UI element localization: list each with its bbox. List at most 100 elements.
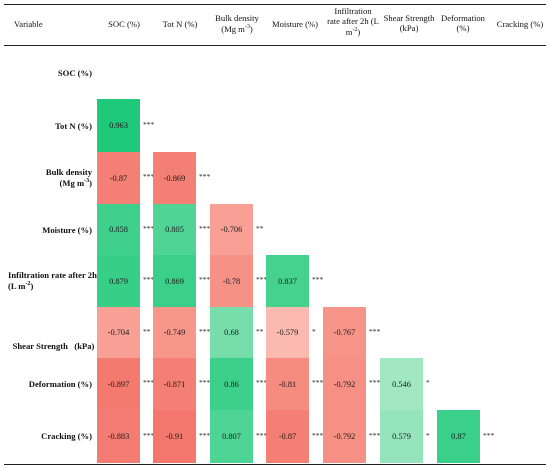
col-header-label: Cracking (%): [496, 19, 544, 29]
row-label-text: Moisture (%): [42, 225, 92, 235]
heatmap-cell-value: -0.792: [333, 379, 356, 389]
row-label-text: Shear Strength (kPa): [12, 340, 95, 351]
col-header-shear-strength: Shear Strength (kPa): [378, 13, 440, 34]
significance-stars: ***: [143, 430, 155, 440]
heatmap-cell: -0.871: [153, 358, 196, 410]
row-label-text: Bulk density: [45, 167, 92, 177]
col-header-soc: SOC (%): [98, 19, 150, 30]
heatmap-cell: -0.704: [97, 307, 140, 358]
col-header-label: Moisture (%): [271, 19, 319, 29]
row-label-deformation: Deformation (%): [10, 379, 92, 390]
table-top-rule: [4, 4, 546, 5]
significance-stars: *: [426, 430, 430, 440]
row-label-soc: SOC (%): [10, 68, 92, 79]
heatmap-cell-value: 0.805: [165, 225, 184, 234]
significance-stars: ***: [256, 378, 268, 387]
heatmap-cell-value: 0.963: [109, 121, 128, 130]
col-header-label-line2: (Mg m: [221, 23, 245, 34]
heatmap-cell: 0.805: [153, 204, 196, 255]
col-header-label: Bulk density: [215, 13, 259, 23]
col-header-deformation: Deformation (%): [434, 13, 492, 34]
heatmap-cell-value: -0.897: [107, 379, 130, 389]
significance-stars: ***: [199, 378, 211, 387]
heatmap-cell: -0.792: [323, 358, 366, 410]
heatmap-cell-value: -0.579: [276, 328, 299, 337]
heatmap-cell-value: -0.706: [220, 225, 243, 234]
heatmap-cell: 0.963: [97, 99, 140, 152]
significance-stars: ***: [199, 275, 211, 284]
significance-stars: ***: [312, 275, 324, 284]
heatmap-cell-value: 0.837: [278, 276, 297, 286]
significance-stars: **: [256, 223, 264, 233]
row-label-text-line2: (L m: [8, 280, 26, 291]
col-header-moisture: Moisture (%): [266, 19, 324, 30]
heatmap-cell-value: 0.546: [392, 379, 411, 389]
heatmap-cell-value: 0.869: [165, 276, 184, 286]
heatmap-cell-value: -0.81: [278, 379, 297, 389]
col-header-label: Tot N (%): [162, 19, 198, 29]
heatmap-cell: 0.879: [97, 255, 140, 307]
heatmap-cell-value: 0.86: [224, 379, 239, 389]
significance-stars: **: [143, 326, 151, 336]
heatmap-cell: -0.706: [210, 204, 253, 255]
significance-stars: ***: [312, 430, 324, 440]
heatmap-cell: -0.792: [323, 410, 366, 463]
row-label-infiltration: Infiltration rate after 2h (L m-2): [8, 270, 100, 291]
corner-label: Variable: [14, 19, 43, 29]
heatmap-cell: -0.78: [210, 255, 253, 307]
significance-stars: ***: [369, 326, 381, 336]
row-label-shear-strength: Shear Strength (kPa): [4, 330, 95, 362]
heatmap-cell: -0.767: [323, 307, 366, 358]
heatmap-cell: -0.81: [266, 358, 309, 410]
table-bottom-rule: [4, 464, 546, 465]
col-header-cracking: Cracking (%): [492, 19, 548, 30]
heatmap-cell-value: 0.879: [109, 276, 128, 286]
col-header-superscript: -3: [244, 23, 250, 30]
heatmap-cell: 0.869: [153, 255, 196, 307]
significance-stars: ***: [369, 378, 381, 387]
row-label-text-end: ): [89, 177, 92, 188]
row-label-text-line2: (Mg m: [59, 177, 85, 188]
heatmap-cell: -0.579: [266, 307, 309, 358]
heatmap-cell-value: -0.871: [163, 379, 186, 389]
row-label-text: Cracking (%): [41, 431, 92, 441]
significance-stars: *: [312, 326, 316, 336]
col-header-tot-n: Tot N (%): [154, 19, 206, 30]
col-header-label-line2: rate after 2h (L: [327, 15, 379, 26]
significance-stars: ***: [143, 172, 155, 181]
col-header-label: SOC (%): [108, 19, 140, 29]
heatmap-cell: 0.579: [380, 410, 423, 463]
row-label-moisture: Moisture (%): [10, 225, 92, 236]
heatmap-cell-value: 0.858: [109, 225, 128, 234]
col-header-label-line2: (kPa): [399, 22, 419, 33]
heatmap-cell: -0.749: [153, 307, 196, 358]
row-label-bulk-density: Bulk density (Mg m-3): [10, 167, 92, 188]
row-label-text: Tot N (%): [55, 121, 92, 131]
col-header-label: Shear Strength: [383, 13, 435, 23]
significance-stars: ***: [312, 378, 324, 387]
significance-stars: **: [256, 326, 264, 336]
heatmap-cell-value: 0.579: [392, 432, 411, 441]
row-label-superscript: -2: [25, 280, 31, 287]
significance-stars: ***: [256, 275, 268, 284]
heatmap-cell: 0.86: [210, 358, 253, 410]
heatmap-cell-value: -0.883: [107, 432, 130, 441]
significance-stars: ***: [143, 275, 155, 284]
heatmap-cell: -0.883: [97, 410, 140, 463]
heatmap-cell-value: -0.87: [109, 173, 128, 183]
heatmap-cell: -0.91: [153, 410, 196, 463]
col-header-label-line2: (%): [456, 22, 470, 33]
table-header-rule: [4, 45, 546, 46]
significance-stars: ***: [199, 172, 211, 181]
heatmap-cell-value: -0.91: [165, 432, 184, 441]
significance-stars: ***: [369, 430, 381, 440]
heatmap-cell: 0.546: [380, 358, 423, 410]
significance-stars: ***: [256, 430, 268, 440]
row-label-text: SOC (%): [57, 68, 92, 78]
heatmap-cell-value: 0.87: [451, 432, 466, 441]
row-label-tot-n: Tot N (%): [10, 121, 92, 132]
heatmap-cell-value: -0.767: [333, 328, 356, 337]
heatmap-cell-value: -0.792: [333, 432, 356, 441]
significance-stars: ***: [143, 223, 155, 233]
